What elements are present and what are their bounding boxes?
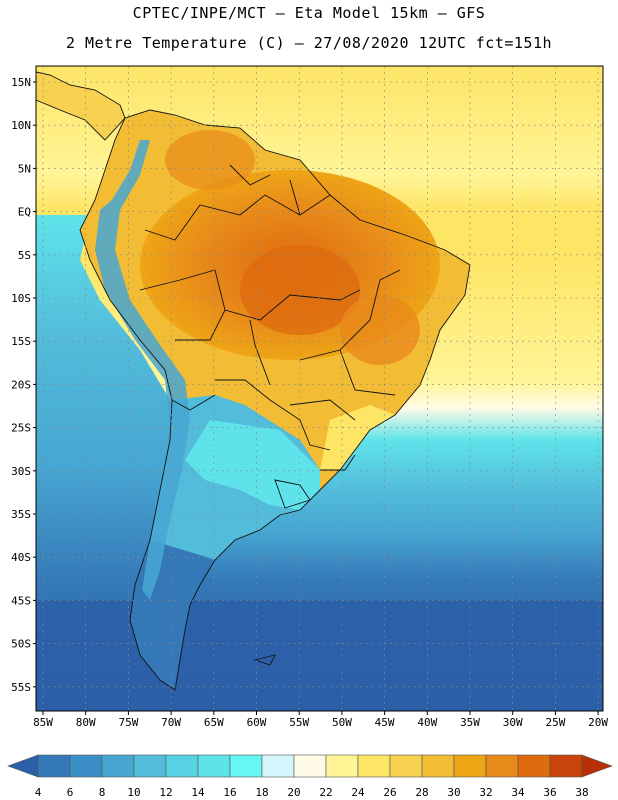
map-title-line2: 2 Metre Temperature (C) – 27/08/2020 12U… (65, 34, 553, 52)
lon-label: 60W (247, 716, 267, 729)
lat-label: 45S (11, 594, 31, 607)
lon-label: 50W (332, 716, 352, 729)
colorbar-label: 32 (479, 786, 492, 799)
colorbar-swatch (133, 754, 167, 778)
lat-label: 10N (11, 119, 31, 132)
andes-cold-strip (95, 140, 190, 600)
lat-label: 5N (18, 162, 31, 175)
colorbar-swatch (69, 754, 103, 778)
lon-label: 65W (204, 716, 224, 729)
colorbar-swatch (485, 754, 519, 778)
central-america (36, 71, 126, 141)
east-coast-mild (320, 405, 395, 470)
lon-label: 70W (161, 716, 181, 729)
lat-label: 5S (18, 249, 31, 262)
colorbar-label: 16 (223, 786, 236, 799)
colorbar-swatch (517, 754, 551, 778)
lat-label: 30S (11, 465, 31, 478)
colorbar-label: 18 (255, 786, 268, 799)
latitude-labels: 15N 10N 5N EQ 5S 10S 15S 20S 25S 30S 35S 40S 45S 50S 5… (11, 76, 36, 694)
colorbar-label: 10 (127, 786, 140, 799)
map-area (36, 66, 603, 711)
colorbar-label: 38 (575, 786, 588, 799)
lon-label: 85W (33, 716, 53, 729)
lat-label: 25S (11, 422, 31, 435)
lon-label: 25W (545, 716, 565, 729)
longitude-labels: 85W 80W 75W 70W 65W 60W 55W 50W 45W 40W 35W 30W 25W 2… (33, 711, 608, 729)
lat-lon-grid (36, 66, 603, 711)
venezuela-hot (165, 130, 255, 190)
colorbar-label: 8 (99, 786, 106, 799)
lon-label: 75W (118, 716, 138, 729)
lon-label: 45W (375, 716, 395, 729)
color-scale-labels: 4 6 8 10 12 14 16 18 20 22 24 26 28 30 32 34 36 38 (35, 786, 589, 799)
map-title-line1: CPTEC/INPE/MCT – Eta Model 15km – GFS (132, 4, 486, 22)
colorbar-arrow-low (7, 754, 39, 778)
colorbar-swatch (325, 754, 359, 778)
colorbar-swatch (197, 754, 231, 778)
colorbar-label: 24 (351, 786, 365, 799)
lon-label: 80W (76, 716, 96, 729)
lat-label: 50S (11, 638, 31, 651)
lat-label: 55S (11, 681, 31, 694)
colorbar-swatch (421, 754, 455, 778)
lon-label: 40W (417, 716, 437, 729)
lon-label: 55W (289, 716, 309, 729)
lat-label: 20S (11, 378, 31, 391)
colorbar-label: 6 (67, 786, 74, 799)
colorbar-swatch (357, 754, 391, 778)
colorbar-label: 20 (287, 786, 300, 799)
colorbar-label: 28 (415, 786, 428, 799)
colorbar-swatch (261, 754, 295, 778)
lat-label: 15S (11, 335, 31, 348)
map-frame (35, 65, 604, 712)
southern-ocean (36, 600, 603, 711)
colorbar-label: 4 (35, 786, 42, 799)
colorbar-swatch (165, 754, 199, 778)
colorbar-label: 34 (511, 786, 525, 799)
pacific-ocean (36, 215, 180, 711)
colorbar-swatch (389, 754, 423, 778)
color-scale-bar (7, 754, 613, 778)
lat-label: 40S (11, 551, 31, 564)
colorbar-swatch (453, 754, 487, 778)
colorbar-label: 12 (159, 786, 172, 799)
lat-label: 35S (11, 508, 31, 521)
colorbar-label: 26 (383, 786, 396, 799)
colorbar-swatch (37, 754, 71, 778)
lat-label: 10S (11, 292, 31, 305)
lon-label: 35W (460, 716, 480, 729)
lat-label: 15N (11, 76, 31, 89)
lon-label: 30W (503, 716, 523, 729)
lon-label: 20W (588, 716, 608, 729)
colorbar-label: 30 (447, 786, 460, 799)
colorbar-swatch (101, 754, 135, 778)
colorbar-label: 36 (543, 786, 556, 799)
colorbar-swatch (293, 754, 327, 778)
colorbar-label: 22 (319, 786, 332, 799)
colorbar-swatch (549, 754, 583, 778)
country-borders (79, 109, 471, 691)
colorbar-label: 14 (191, 786, 205, 799)
colorbar-swatch (229, 754, 263, 778)
central-brazil-hot (340, 295, 420, 365)
pampas-cyan (185, 420, 320, 510)
hottest-core (240, 245, 360, 335)
colorbar-arrow-high (581, 754, 613, 778)
lat-label: EQ (18, 206, 31, 219)
